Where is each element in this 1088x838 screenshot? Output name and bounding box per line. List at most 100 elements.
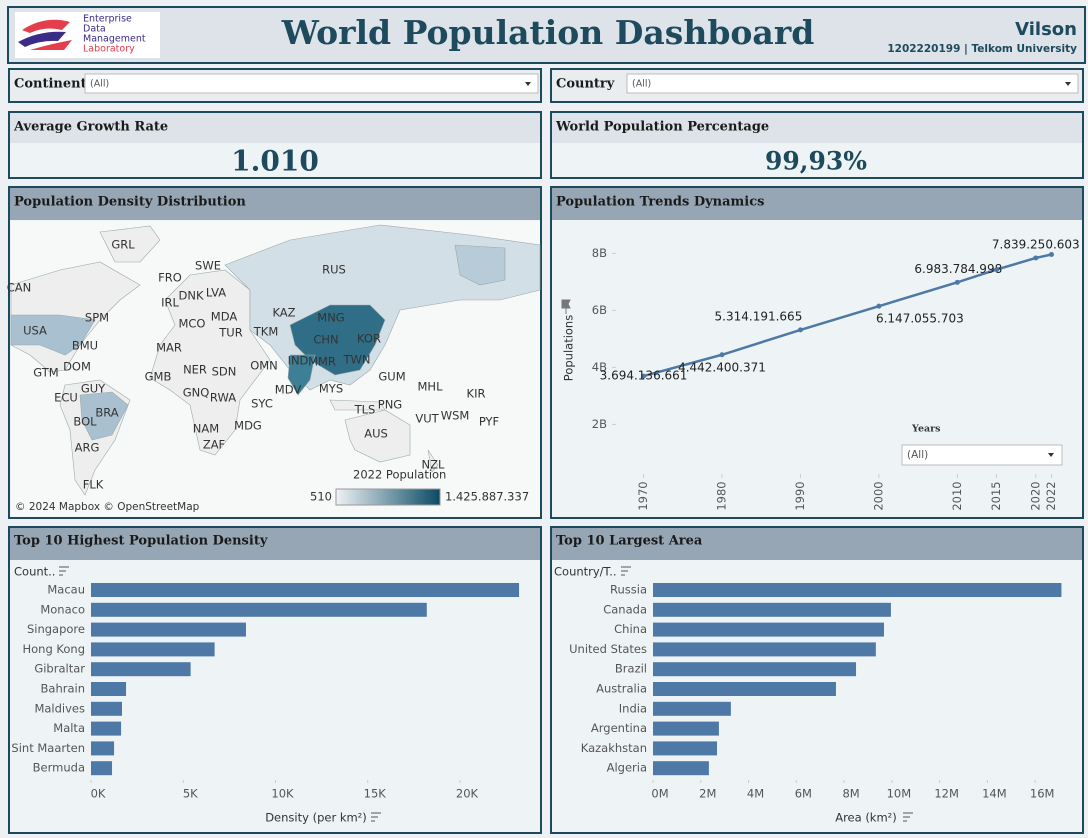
bar — [653, 602, 891, 617]
bar — [91, 721, 122, 736]
dropdown-value: (All) — [632, 79, 651, 90]
bar — [91, 701, 122, 716]
map-label: TWN — [343, 353, 371, 367]
x-tick-label: 12M — [934, 787, 959, 801]
logo-text: Data — [83, 24, 106, 35]
map-label: TUR — [218, 326, 242, 340]
sort-icon[interactable] — [59, 566, 69, 576]
map-label: IRL — [161, 296, 179, 310]
data-label: 7.839.250.603 — [992, 237, 1080, 251]
category-label: Algeria — [607, 761, 647, 775]
map-label: NAM — [193, 422, 219, 436]
map-label: SWE — [195, 259, 221, 273]
category-label: China — [614, 622, 647, 636]
map-label: BRA — [95, 406, 118, 420]
map: © 2024 Mapbox © OpenStreetMap 2022 Popul… — [10, 221, 541, 517]
data-label: 4.442.400.371 — [678, 360, 766, 374]
point — [719, 352, 725, 358]
bar — [653, 761, 709, 776]
map-label: KIR — [467, 387, 486, 401]
category-header: Country/T.. — [554, 565, 617, 579]
data-label: 6.147.055.703 — [876, 312, 964, 326]
data-label: 5.314.191.665 — [715, 309, 803, 323]
x-tick-label: 0K — [91, 787, 106, 801]
land — [454, 244, 506, 286]
map-label: ARG — [75, 441, 100, 455]
map-label: OMN — [250, 359, 278, 373]
map-label: MDV — [275, 383, 302, 397]
kpi-strip — [552, 113, 1082, 143]
dropdown[interactable] — [84, 73, 539, 94]
category-label: Monaco — [40, 602, 85, 616]
pin-icon[interactable] — [561, 299, 571, 314]
map-label: NZL — [422, 458, 445, 472]
category-label: United States — [569, 642, 647, 656]
dropdown[interactable] — [901, 444, 1063, 466]
category-label: Bahrain — [41, 682, 85, 696]
land — [427, 449, 439, 473]
map-label: GUY — [81, 382, 106, 396]
x-tick-label: 5K — [183, 787, 198, 801]
x-tick-label: 2M — [699, 787, 716, 801]
category-label: Gibraltar — [34, 662, 85, 676]
x-tick-label: 14M — [982, 787, 1007, 801]
x-tick-label: 2022 — [1044, 481, 1058, 510]
chart-panel — [550, 526, 1084, 834]
map-label: MMR — [308, 355, 336, 369]
panel-title: Population Density Distribution — [14, 195, 246, 210]
panel-strip — [10, 188, 540, 220]
filter-label: Country — [556, 77, 615, 92]
x-tick-label: 20K — [456, 787, 479, 801]
panel-strip — [10, 528, 540, 560]
x-axis-title: Area (km²) — [835, 811, 897, 825]
dropdown[interactable] — [626, 73, 1079, 94]
category-label: Brazil — [615, 662, 647, 676]
kpi-title: World Population Percentage — [555, 120, 769, 135]
map-label: MYS — [319, 382, 343, 396]
map-label: CHN — [313, 333, 338, 347]
map-label: GNQ — [183, 386, 210, 400]
x-tick-label: 4M — [747, 787, 764, 801]
y-tick-label: 6B — [592, 303, 607, 317]
bar — [653, 701, 731, 716]
kpi-title: Average Growth Rate — [13, 120, 168, 135]
x-tick-label: 1990 — [793, 481, 807, 510]
point — [1033, 255, 1039, 261]
map-label: PNG — [378, 398, 402, 412]
y-tick-label: 2B — [592, 417, 607, 431]
filter-label: Continent — [14, 77, 87, 92]
map-label: MDA — [211, 310, 238, 324]
map-label: GMB — [145, 370, 172, 384]
dashboard-title: World Population Dashboard — [281, 13, 815, 52]
map-label: VUT — [415, 412, 439, 426]
x-tick-label: 1980 — [714, 481, 728, 510]
sort-icon[interactable] — [371, 812, 381, 822]
y-tick-label: 4B — [592, 360, 607, 374]
legend-title: 2022 Population — [353, 468, 446, 482]
x-tick-label: 10K — [271, 787, 294, 801]
category-label: India — [619, 701, 647, 715]
bar — [653, 622, 884, 637]
map-label: PYF — [479, 415, 499, 429]
x-tick-label: 2015 — [989, 481, 1003, 510]
x-tick-label: 10M — [887, 787, 912, 801]
sort-icon[interactable] — [621, 566, 631, 576]
category-label: Bermuda — [33, 761, 85, 775]
x-tick-label: 1970 — [636, 481, 650, 510]
category-label: Argentina — [591, 721, 647, 735]
filter-label: Years — [911, 424, 941, 435]
map-label: LVA — [206, 286, 226, 300]
x-tick-label: 0M — [651, 787, 668, 801]
bar — [91, 741, 115, 756]
logo-mark — [30, 40, 72, 50]
panel-strip — [552, 528, 1082, 560]
dropdown-arrow — [525, 82, 531, 86]
point — [1048, 251, 1054, 257]
map-label: RUS — [322, 263, 346, 277]
map-label: SDN — [212, 365, 237, 379]
x-tick-label: 6M — [795, 787, 812, 801]
sort-icon[interactable] — [903, 812, 913, 822]
kpi-value: 99,93% — [765, 147, 867, 176]
map-label: FRO — [158, 271, 182, 285]
